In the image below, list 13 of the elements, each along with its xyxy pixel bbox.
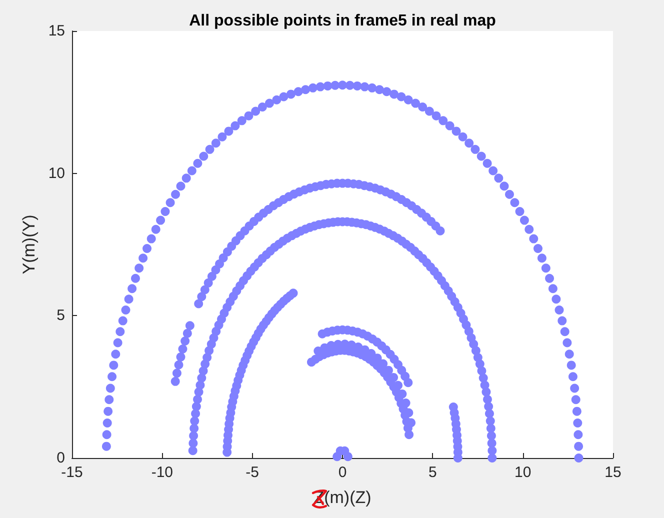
y-tick-label: 5: [56, 307, 65, 324]
x-tick-label: 5: [428, 464, 437, 481]
x-tick-label: 10: [514, 464, 532, 481]
x-tick-label: -15: [61, 464, 83, 481]
x-tick-label: 15: [604, 464, 622, 481]
chart-title: All possible points in frame5 in real map: [189, 12, 496, 30]
x-tick-label: 0: [338, 464, 347, 481]
x-tick-label: -5: [246, 464, 260, 481]
y-tick-label: 0: [56, 450, 65, 466]
y-tick-label: 10: [48, 164, 65, 182]
y-axis-title: Y(m)(Y): [19, 214, 38, 274]
x-tick-label: -10: [151, 464, 174, 481]
y-tick-label: 15: [48, 22, 65, 40]
